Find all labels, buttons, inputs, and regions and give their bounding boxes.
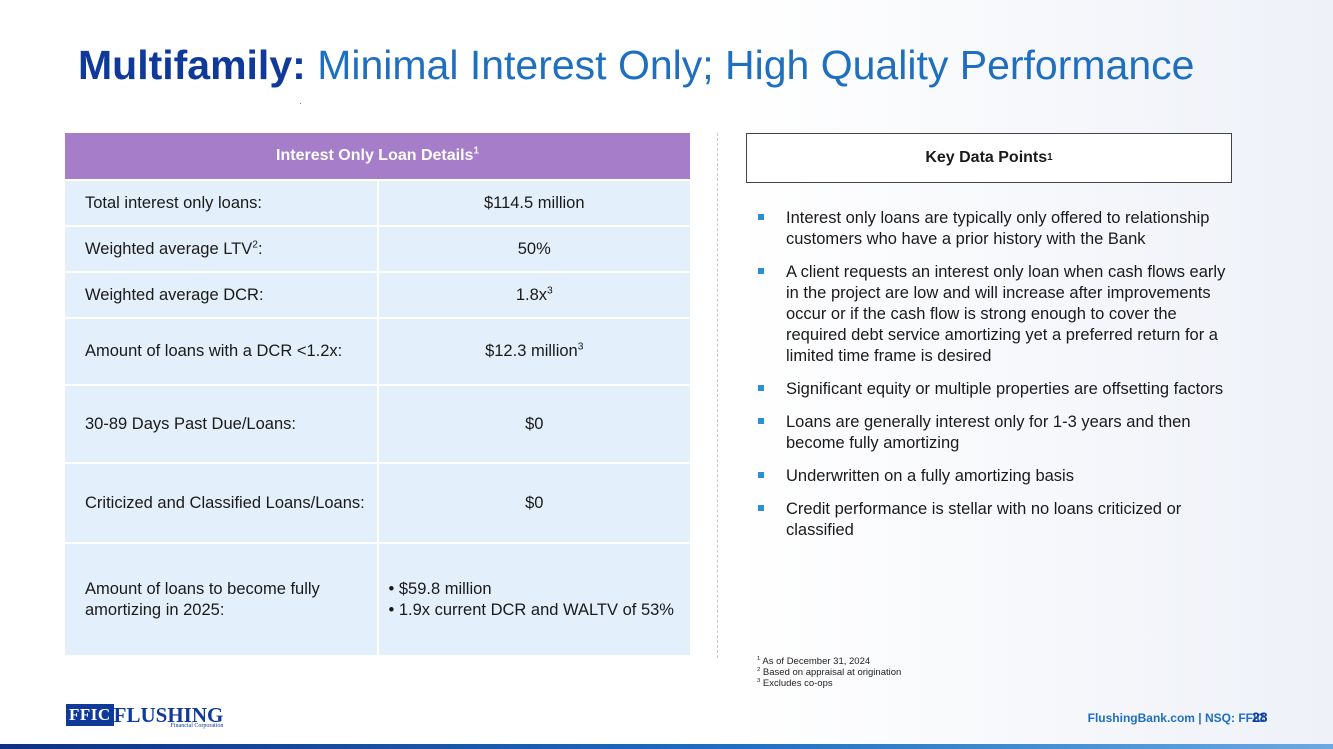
table-row: Total interest only loans: $114.5 millio… (65, 179, 690, 226)
table-row: Weighted average DCR: 1.8x3 (65, 271, 690, 318)
square-bullet-icon (758, 418, 764, 424)
ffic-flushing-logo: FFIC FLUSHING Financial Corporation (66, 703, 224, 729)
row-value: $0 (377, 462, 690, 543)
row-value: $114.5 million (377, 179, 690, 226)
footnotes: 1 As of December 31, 2024 2 Based on app… (757, 656, 901, 689)
footnote: 2 Based on appraisal at origination (757, 666, 902, 678)
table-row: Weighted average LTV2: 50% (65, 225, 690, 272)
row-value: $12.3 million3 (377, 317, 690, 385)
row-value: 50% (377, 225, 690, 272)
row-label: Weighted average DCR: (65, 271, 379, 318)
decorative-dot (300, 103, 301, 104)
logo-word: FLUSHING Financial Corporation (113, 703, 224, 729)
column-divider (717, 133, 718, 658)
list-item: • 1.9x current DCR and WALTV of 53% (388, 600, 674, 619)
table-row: 30-89 Days Past Due/Loans: $0 (65, 384, 690, 463)
title-bold: Multifamily: (78, 42, 306, 88)
page-title: Multifamily: Minimal Interest Only; High… (78, 42, 1194, 89)
interest-only-table: Interest Only Loan Details1 Total intere… (65, 133, 690, 655)
list-item: Underwritten on a fully amortizing basis (758, 466, 1228, 487)
key-data-points-list: Interest only loans are typically only o… (758, 208, 1228, 553)
table-header: Interest Only Loan Details1 (65, 133, 690, 180)
row-label: Total interest only loans: (65, 179, 379, 226)
square-bullet-icon (758, 385, 764, 391)
row-label: Criticized and Classified Loans/Loans: (65, 462, 379, 543)
key-data-points-heading: Key Data Points 1 (746, 133, 1232, 183)
list-item: Significant equity or multiple propertie… (758, 379, 1228, 400)
footer-site: FlushingBank.com | NSQ: FFIC (1087, 711, 1265, 725)
table-row: Criticized and Classified Loans/Loans: $… (65, 462, 690, 543)
bottom-bar (0, 744, 1333, 749)
row-value-list: • $59.8 million • 1.9x current DCR and W… (377, 542, 690, 655)
row-label: Amount of loans to become fully amortizi… (65, 542, 379, 655)
footnote: 3 Excludes co-ops (757, 677, 833, 689)
table-row: Amount of loans with a DCR <1.2x: $12.3 … (65, 317, 690, 385)
square-bullet-icon (758, 472, 764, 478)
logo-box: FFIC (66, 704, 114, 726)
row-label: Weighted average LTV2: (65, 225, 379, 272)
list-item: Loans are generally interest only for 1-… (758, 412, 1228, 454)
title-rest: Minimal Interest Only; High Quality Perf… (305, 42, 1195, 88)
table-row: Amount of loans to become fully amortizi… (65, 542, 690, 655)
row-value: $0 (377, 384, 690, 463)
list-item: A client requests an interest only loan … (758, 262, 1228, 367)
row-label: Amount of loans with a DCR <1.2x: (65, 317, 379, 385)
page-number: 28 (1252, 709, 1268, 725)
list-item: Credit performance is stellar with no lo… (758, 499, 1228, 541)
square-bullet-icon (758, 268, 764, 274)
list-item: • $59.8 million (388, 579, 492, 598)
list-item: Interest only loans are typically only o… (758, 208, 1228, 250)
square-bullet-icon (758, 505, 764, 511)
square-bullet-icon (758, 214, 764, 220)
logo-subtitle: Financial Corporation (170, 723, 224, 729)
footnote: 1 As of December 31, 2024 (757, 655, 871, 667)
row-label: 30-89 Days Past Due/Loans: (65, 384, 379, 463)
row-value: 1.8x3 (377, 271, 690, 318)
